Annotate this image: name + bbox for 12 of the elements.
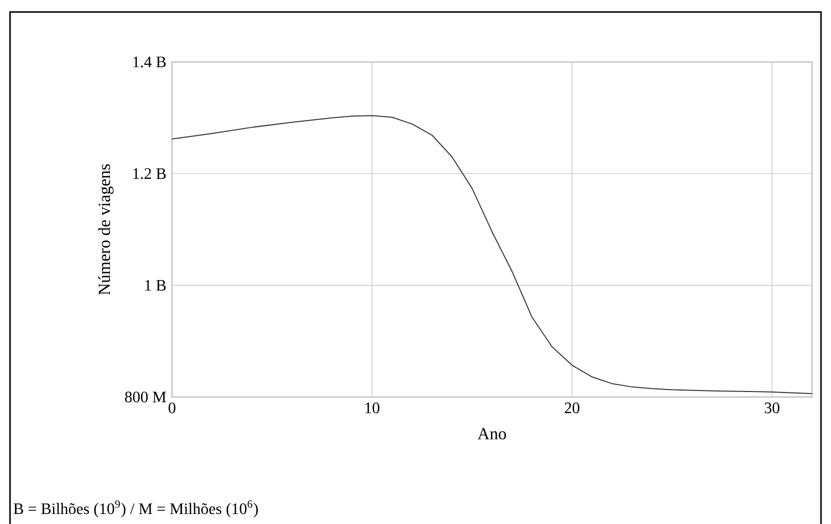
x-axis-title: Ano	[478, 428, 506, 440]
x-tick-label: 20	[564, 402, 580, 414]
line-series	[172, 115, 812, 394]
y-tick-label: 1 B	[145, 280, 166, 291]
x-tick-label: 30	[764, 402, 780, 414]
text: B = Bilhões (10$^{9}$) / M = Milhões (10$^{6}$)	[14, 500, 258, 518]
y-axis-title: Número de viagens	[98, 164, 114, 295]
x-tick-label: 0	[168, 402, 176, 414]
x-tick-label: 10	[365, 402, 380, 414]
y-tick-label: 1.4 B	[133, 56, 166, 68]
y-tick-label: 800 M	[125, 392, 166, 402]
y-tick-label: 1.2 B	[133, 168, 166, 180]
